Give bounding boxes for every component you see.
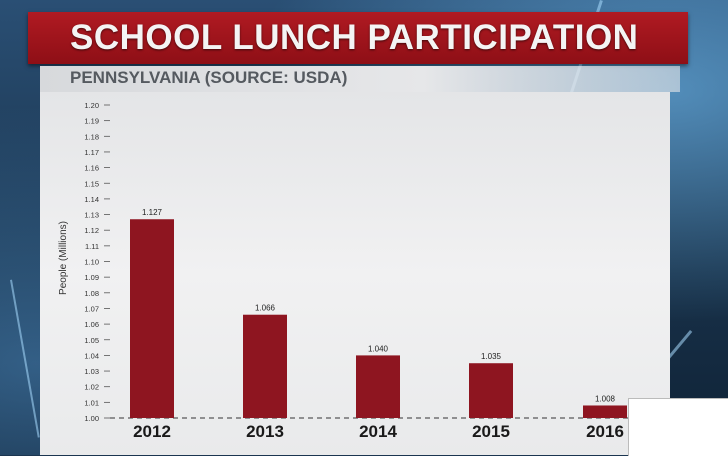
chart-title: SCHOOL LUNCH PARTICIPATION [70, 18, 639, 57]
y-tick-label: 1.01 [84, 398, 99, 407]
x-tick-label: 2016 [586, 422, 624, 441]
overlay-box [628, 398, 728, 456]
bar-value-label: 1.066 [255, 304, 276, 313]
chart-subtitle: PENNSYLVANIA (SOURCE: USDA) [70, 68, 348, 87]
bar [469, 363, 513, 418]
y-tick-label: 1.00 [84, 414, 99, 423]
bar [583, 405, 627, 418]
bar-value-label: 1.040 [368, 344, 389, 353]
y-tick-label: 1.06 [84, 320, 99, 329]
y-tick-label: 1.16 [84, 164, 99, 173]
y-tick-label: 1.14 [84, 195, 99, 204]
title-banner [28, 12, 688, 64]
y-tick-label: 1.02 [84, 383, 99, 392]
y-tick-label: 1.20 [84, 101, 99, 110]
bars: 1.127 1.066 1.040 1.035 1.008 [130, 208, 627, 418]
y-tick-label: 1.10 [84, 258, 99, 267]
subtitle-banner [40, 66, 680, 92]
y-tick-label: 1.09 [84, 273, 99, 282]
x-tick-label: 2013 [246, 422, 284, 441]
bar [130, 219, 174, 418]
x-tick-label: 2012 [133, 422, 171, 441]
y-tick-label: 1.07 [84, 304, 99, 313]
y-tick-label: 1.11 [85, 242, 99, 251]
y-tick-label: 1.08 [84, 289, 99, 298]
y-axis: 1.00 1.01 1.02 1.03 1.04 1.05 1.06 1.07 1.08 1.09… [84, 101, 110, 423]
x-tick-label: 2015 [472, 422, 510, 441]
x-axis: 2012 2013 2014 2015 2016 [133, 422, 624, 441]
x-tick-label: 2014 [359, 422, 397, 441]
y-axis-label: People (Millions) [58, 221, 69, 295]
y-tick-label: 1.13 [84, 211, 99, 220]
bar-value-label: 1.035 [481, 352, 502, 361]
y-tick-label: 1.19 [84, 117, 99, 126]
y-tick-label: 1.18 [84, 132, 99, 141]
y-tick-label: 1.17 [84, 148, 99, 157]
y-tick-label: 1.15 [84, 179, 99, 188]
bar [356, 355, 400, 418]
bar-value-label: 1.127 [142, 208, 163, 217]
bar-value-label: 1.008 [595, 394, 616, 403]
y-tick-label: 1.12 [84, 226, 99, 235]
y-tick-label: 1.05 [84, 336, 99, 345]
y-tick-label: 1.04 [84, 351, 99, 360]
bar [243, 314, 287, 418]
y-tick-label: 1.03 [84, 367, 99, 376]
